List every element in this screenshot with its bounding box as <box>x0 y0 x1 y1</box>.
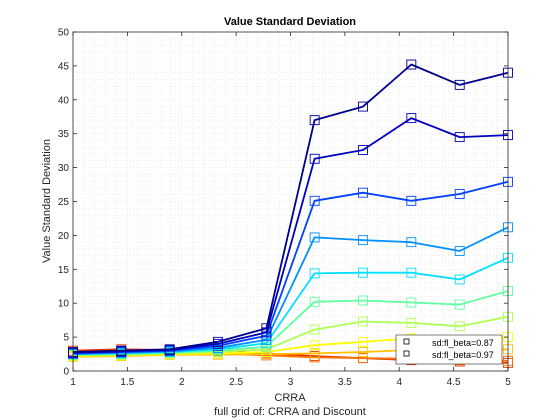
series-point-5-7 <box>406 297 417 308</box>
series-point-4-7 <box>406 267 417 278</box>
y-tick-label: 30 <box>58 163 70 174</box>
series-point-0-5 <box>309 115 320 126</box>
series-point-3-7 <box>406 237 417 248</box>
series-point-3-6 <box>358 235 368 246</box>
series-point-6-8 <box>454 321 465 332</box>
series-point-6-7 <box>406 317 417 328</box>
legend-label-1: sd:fl_beta=0.97 <box>432 350 494 360</box>
y-tick-label: 45 <box>58 61 70 72</box>
series-point-7-5 <box>309 340 320 351</box>
series-point-2-8 <box>454 189 465 199</box>
x-tick-label: 2.5 <box>229 377 243 388</box>
series-point-4-5 <box>309 268 320 279</box>
series-point-0-7 <box>406 59 417 70</box>
series-point-1-8 <box>454 132 465 143</box>
x-tick-label: 4.5 <box>447 377 461 388</box>
series-point-7-6 <box>358 336 368 347</box>
series-point-0-6 <box>358 101 368 112</box>
series-point-3-8 <box>454 246 465 256</box>
series-point-2-5 <box>309 195 320 206</box>
x-axis: 1 1.5 2 2.5 3 3.5 4 4.5 5 <box>70 32 511 388</box>
series-point-3-5 <box>309 232 320 243</box>
series-point-5-8 <box>454 299 465 310</box>
series-point-0-8 <box>454 79 465 90</box>
legend-label-0: sd:fl_beta=0.87 <box>432 338 494 348</box>
y-tick-label: 25 <box>58 197 70 208</box>
series-line-0 <box>72 63 509 353</box>
series-point-5-6 <box>358 295 368 306</box>
legend-marker-1 <box>403 350 410 357</box>
x-tick-label: 1 <box>70 377 76 388</box>
x-tick-label: 2 <box>179 377 185 388</box>
legend-box <box>395 334 503 365</box>
series-point-6-5 <box>309 324 320 335</box>
series-point-4-6 <box>358 267 368 278</box>
legend-marker-0 <box>403 338 410 345</box>
y-tick-label: 40 <box>58 95 70 106</box>
series-point-2-6 <box>358 187 368 198</box>
series-point-8-5 <box>309 348 320 359</box>
series-point-0-2 <box>164 344 175 355</box>
series-point-0-4 <box>261 323 272 334</box>
series-point-6-6 <box>358 316 368 327</box>
series-point-8-6 <box>358 347 368 357</box>
y-tick-label: 15 <box>58 265 70 276</box>
series-point-9-6 <box>358 353 368 364</box>
y-axis: 0 5 10 15 20 25 30 35 40 45 50 <box>58 28 508 378</box>
y-tick-label: 20 <box>58 231 70 242</box>
x-tick-label: 3 <box>288 377 294 388</box>
x-axis-label: CRRA <box>274 392 306 404</box>
y-axis-label: Value Standard Deviation <box>41 139 53 263</box>
y-tick-label: 35 <box>58 129 70 140</box>
legend: sd:fl_beta=0.87 sd:fl_beta=0.97 <box>395 334 503 365</box>
y-tick-label: 50 <box>58 28 70 39</box>
y-tick-label: 0 <box>63 367 69 378</box>
figure-caption: full grid of: CRRA and Discount <box>214 406 366 418</box>
series-point-5-5 <box>309 296 320 307</box>
x-tick-label: 3.5 <box>338 377 352 388</box>
x-tick-label: 1.5 <box>120 377 134 388</box>
x-tick-label: 5 <box>505 377 511 388</box>
chart-title: Value Standard Deviation <box>224 16 356 28</box>
series-point-1-5 <box>309 153 320 164</box>
minor-grid <box>73 32 508 371</box>
series-point-0-3 <box>213 336 223 347</box>
series-point-1-6 <box>358 145 368 155</box>
y-tick-label: 10 <box>58 299 70 310</box>
series-point-1-7 <box>406 113 417 124</box>
x-tick-label: 4 <box>396 377 402 388</box>
series-point-0-1 <box>116 345 127 356</box>
series-point-2-7 <box>406 195 417 206</box>
y-tick-label: 5 <box>63 333 69 344</box>
series-point-4-8 <box>454 274 465 285</box>
